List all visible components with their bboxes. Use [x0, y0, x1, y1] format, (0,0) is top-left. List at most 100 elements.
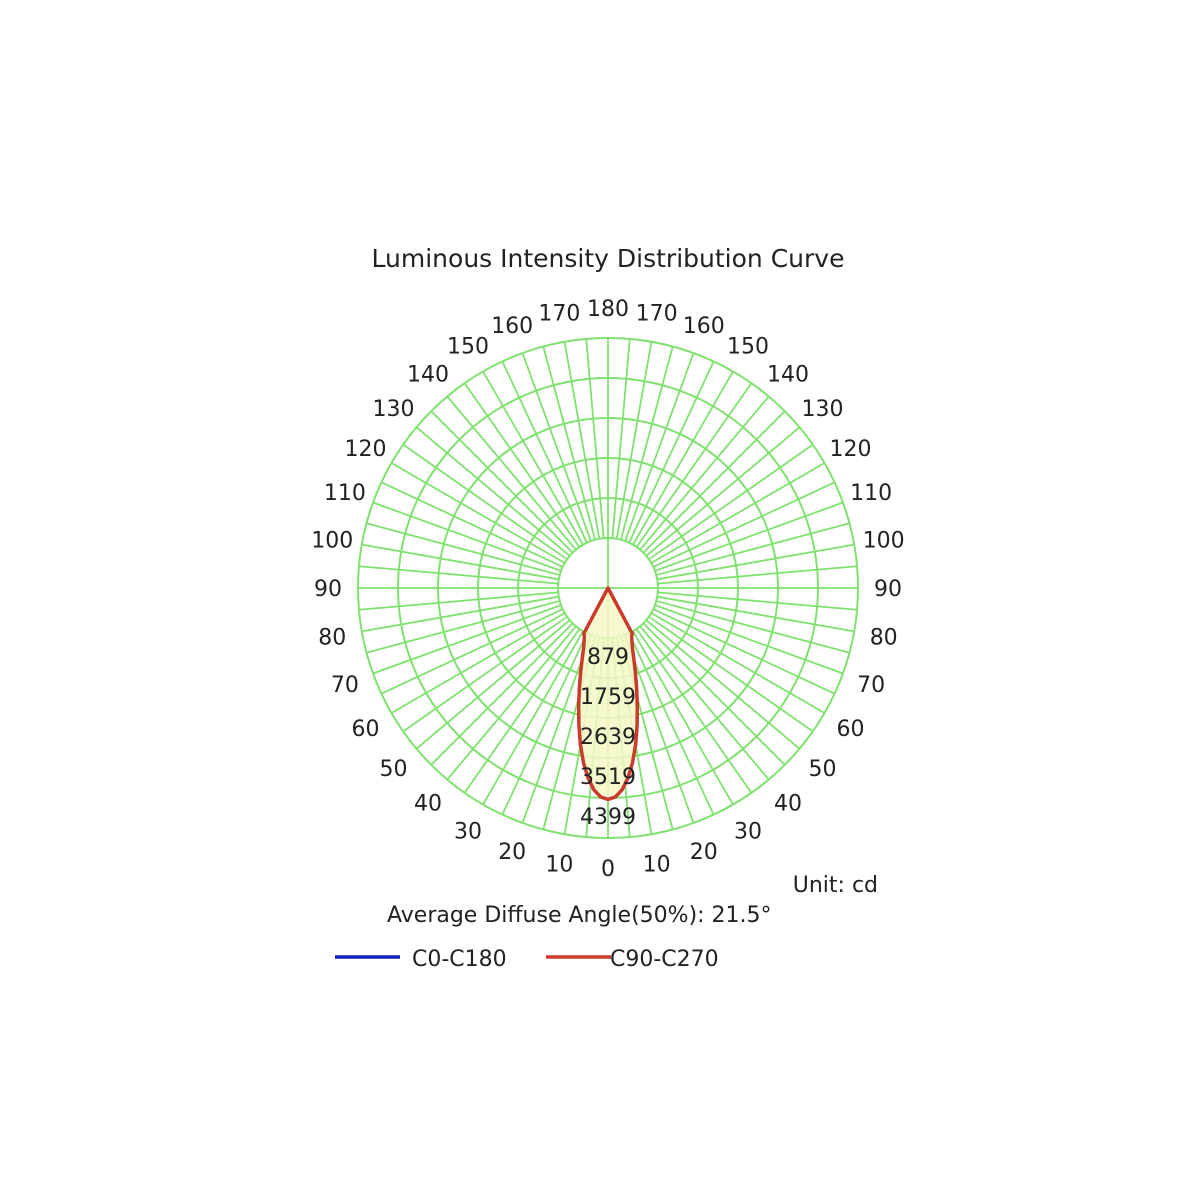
angle-tick-label: 140 — [407, 363, 449, 388]
grid-spoke — [645, 426, 801, 557]
grid-spoke — [628, 361, 715, 544]
angle-tick-label: 10 — [643, 853, 671, 878]
grid-spoke — [463, 382, 581, 548]
legend-label: C0-C180 — [412, 947, 507, 972]
unit-label: Unit: cd — [793, 873, 878, 898]
grid-spoke — [654, 501, 844, 572]
angle-tick-label: 170 — [538, 301, 580, 326]
grid-spoke — [657, 595, 855, 633]
grid-spoke — [366, 522, 560, 576]
grid-spoke — [639, 395, 770, 551]
grid-spoke — [645, 619, 801, 750]
grid-spoke — [650, 612, 825, 714]
radial-tick-label: 879 — [587, 645, 629, 670]
grid-spoke — [657, 565, 858, 585]
grid-spoke — [632, 630, 734, 805]
angle-tick-label: 20 — [690, 840, 718, 865]
angle-tick-label: 20 — [498, 840, 526, 865]
grid-spoke — [635, 628, 753, 794]
grid-spoke — [656, 522, 850, 576]
grid-spoke — [372, 501, 562, 572]
angle-tick-label: 180 — [587, 297, 629, 322]
angle-tick-label: 0 — [601, 857, 615, 882]
radial-tick-label: 4399 — [580, 805, 636, 830]
angle-tick-label: 120 — [830, 437, 872, 462]
grid-spoke — [639, 625, 770, 781]
legend: C0-C180 C90-C270 — [335, 947, 719, 972]
grid-spoke — [482, 630, 584, 805]
angle-tick-label: 50 — [809, 757, 837, 782]
grid-spoke — [501, 361, 588, 544]
legend-label: C90-C270 — [610, 947, 719, 972]
grid-spoke — [648, 615, 814, 733]
angle-tick-label: 130 — [373, 397, 415, 422]
angle-tick-label: 30 — [734, 820, 762, 845]
grid-spoke — [381, 481, 564, 568]
grid-spoke — [415, 426, 571, 557]
angle-tick-label: 100 — [863, 528, 905, 553]
grid-spoke — [542, 346, 596, 540]
grid-spoke — [632, 371, 734, 546]
grid-spoke — [585, 338, 605, 539]
grid-spoke — [402, 443, 568, 561]
grid-spoke — [657, 591, 858, 611]
angle-tick-label: 30 — [454, 820, 482, 845]
series-curve-C90-C270 — [576, 586, 640, 802]
grid-spoke — [628, 632, 715, 815]
angle-tick-label: 10 — [545, 853, 573, 878]
grid-spoke — [657, 543, 855, 581]
grid-spoke — [361, 543, 559, 581]
grid-spoke — [482, 371, 584, 546]
angle-tick-label: 80 — [318, 626, 346, 651]
angle-tick-label: 140 — [767, 363, 809, 388]
grid-spoke — [642, 410, 786, 554]
angle-tick-label: 170 — [636, 301, 678, 326]
grid-spoke — [652, 608, 835, 695]
angle-tick-label: 150 — [447, 335, 489, 360]
grid-spoke — [624, 634, 695, 824]
grid-spoke — [446, 395, 577, 551]
angle-tick-label: 60 — [837, 717, 865, 742]
angle-tick-label: 130 — [802, 397, 844, 422]
grid-spoke — [615, 341, 653, 539]
grid-spoke — [372, 604, 562, 675]
grid-spoke — [361, 595, 559, 633]
radial-tick-label: 2639 — [580, 725, 636, 750]
grid-spoke — [521, 352, 592, 542]
radial-tick-label: 3519 — [580, 765, 636, 790]
angle-tick-label: 150 — [727, 335, 769, 360]
angle-tick-label: 160 — [683, 314, 725, 339]
grid-spoke — [648, 443, 814, 561]
grid-spoke — [358, 591, 559, 611]
grid-spoke — [521, 634, 592, 824]
grid-spoke — [501, 632, 588, 815]
grid-spoke — [358, 565, 559, 585]
grid-spoke — [430, 410, 574, 554]
grid-spoke — [642, 622, 786, 766]
angle-tick-label: 60 — [352, 717, 380, 742]
grid-spoke — [652, 481, 835, 568]
grid-spoke — [391, 462, 566, 564]
grid-spoke — [415, 619, 571, 750]
radial-tick-label: 1759 — [580, 685, 636, 710]
angle-tick-label: 110 — [850, 481, 892, 506]
angle-tick-label: 100 — [311, 528, 353, 553]
intensity-curves — [576, 586, 640, 802]
angle-tick-label: 90 — [314, 577, 342, 602]
grid-spoke — [635, 382, 753, 548]
grid-spoke — [611, 338, 631, 539]
grid-spoke — [430, 622, 574, 766]
angle-tick-label: 80 — [870, 626, 898, 651]
angle-tick-label: 40 — [414, 792, 442, 817]
grid-spoke — [366, 600, 560, 654]
radial-tick-labels: 879 1759 2639 3519 4399 — [580, 645, 636, 830]
angle-tick-label: 90 — [874, 577, 902, 602]
angle-tick-label: 70 — [331, 673, 359, 698]
angle-tick-label: 40 — [774, 792, 802, 817]
grid-spoke — [654, 604, 844, 675]
chart-title: Luminous Intensity Distribution Curve — [372, 244, 845, 273]
grid-spoke — [381, 608, 564, 695]
angle-tick-label: 110 — [324, 481, 366, 506]
angle-tick-label: 70 — [857, 673, 885, 698]
